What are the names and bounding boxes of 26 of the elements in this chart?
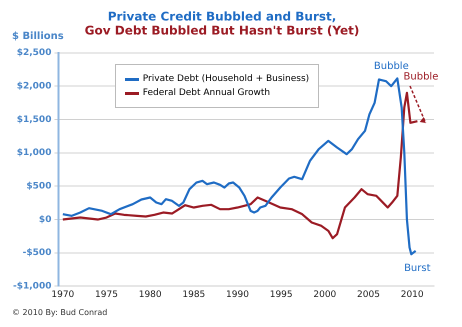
legend-label: Federal Debt Annual Growth	[142, 88, 270, 98]
y-tick-label: $500	[26, 182, 52, 192]
annotation: Bubble	[404, 71, 438, 82]
chart-title: Private Credit Bubbled and Burst,	[108, 9, 336, 24]
x-tick-label: 1995	[270, 290, 293, 300]
y-tick-label: -$500	[22, 248, 52, 258]
y-tick-label: -$1,000	[12, 282, 52, 292]
x-tick-label: 1985	[182, 290, 206, 300]
chart-subtitle: Gov Debt Bubbled But Hasn't Burst (Yet)	[84, 24, 360, 38]
x-tick-label: 1970	[51, 290, 75, 300]
x-tick-label: 1990	[226, 290, 250, 300]
y-axis-title: $ Billions	[12, 30, 64, 42]
x-tick-label: 1980	[138, 290, 162, 300]
y-tick-label: $1,500	[16, 114, 52, 125]
y-tick-label: $2,500	[16, 48, 52, 58]
y-tick-label: $1,000	[16, 148, 52, 158]
annotation: Bubble	[374, 61, 409, 72]
x-tick-label: 1975	[95, 290, 118, 300]
legend-label: Private Debt (Household + Business)	[142, 74, 310, 84]
annotation: Burst	[404, 262, 431, 274]
x-tick-label: 2005	[357, 290, 380, 300]
x-tick-label: 2010	[400, 290, 424, 300]
x-tick-label: 2000	[313, 290, 337, 300]
y-tick-label: $2,000	[16, 81, 52, 92]
text: © 2010 By: Bud Conrad	[12, 308, 108, 317]
y-tick-label: $0	[38, 214, 52, 225]
